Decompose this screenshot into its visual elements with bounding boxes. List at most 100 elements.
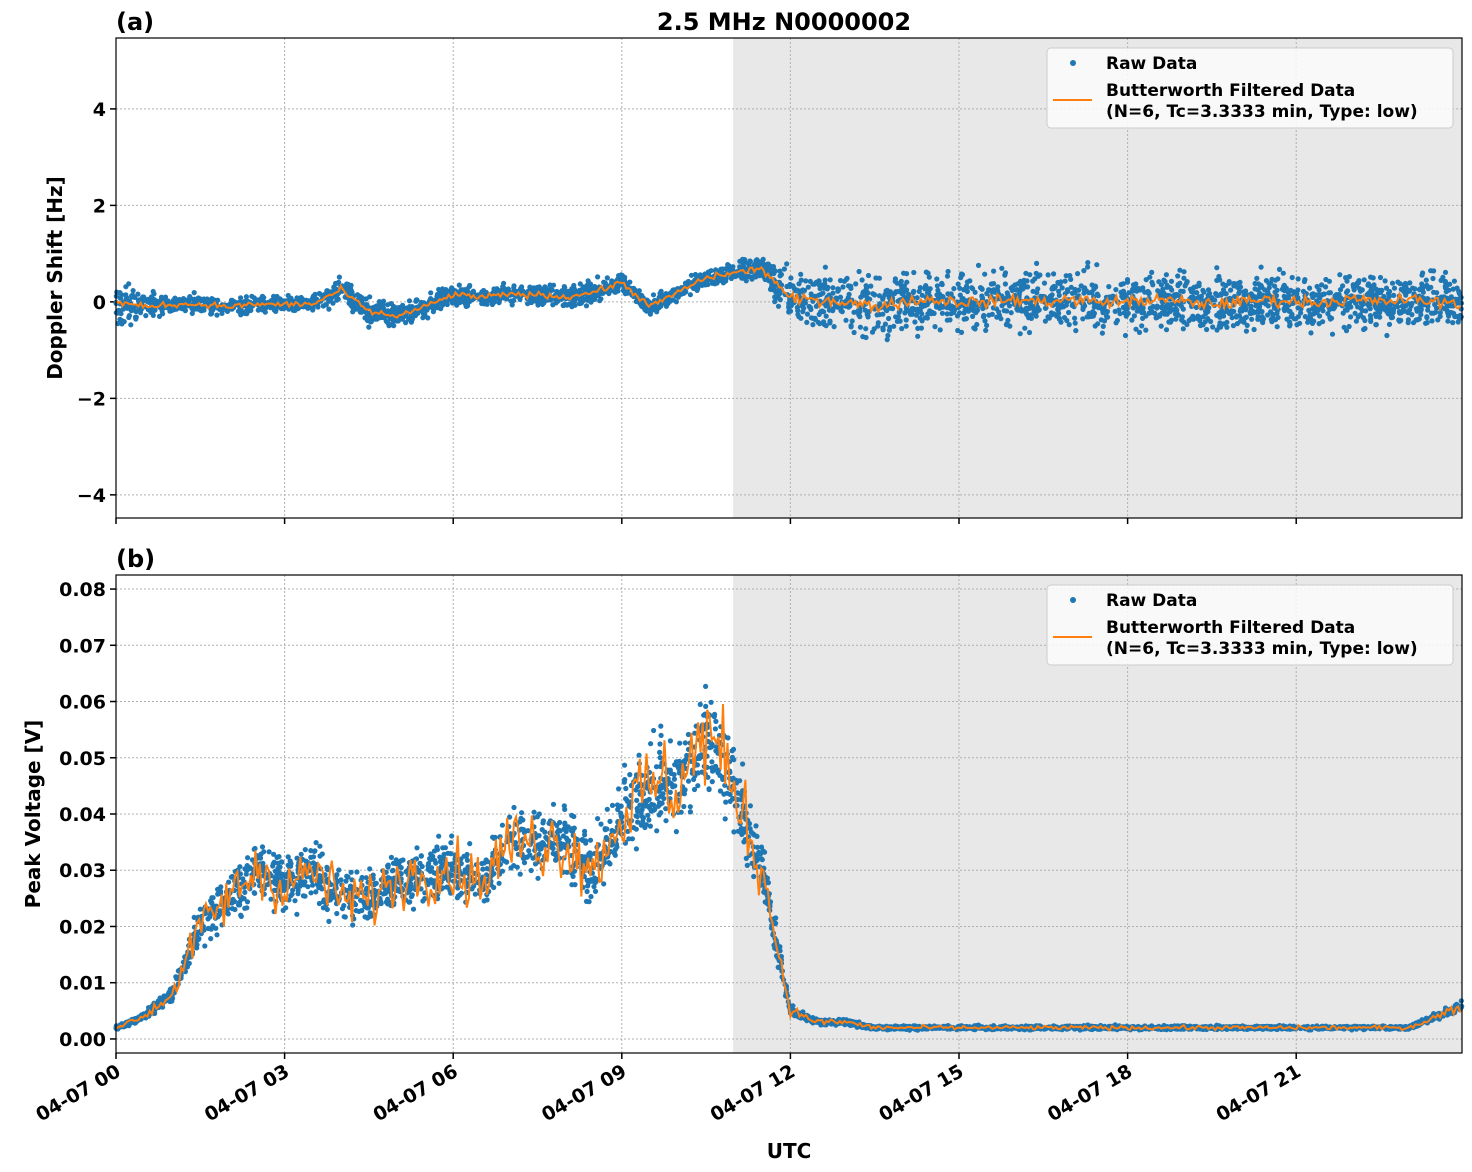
raw-data-point — [1383, 285, 1390, 291]
raw-data-point — [658, 810, 664, 816]
raw-data-point — [1175, 281, 1181, 288]
raw-data-point — [849, 318, 855, 324]
raw-data-point — [1329, 331, 1336, 337]
raw-data-point — [1196, 280, 1202, 286]
raw-data-point — [1441, 294, 1447, 300]
raw-data-point — [1365, 282, 1371, 288]
raw-data-point — [359, 309, 365, 315]
raw-data-point — [1019, 308, 1025, 314]
raw-data-point — [160, 311, 166, 317]
raw-data-point — [1355, 280, 1362, 286]
y-tick-label: −2 — [77, 388, 106, 410]
raw-data-point — [550, 302, 556, 308]
raw-data-point — [117, 308, 123, 314]
raw-data-point — [944, 273, 951, 279]
raw-data-point — [509, 302, 515, 308]
raw-data-point — [235, 308, 242, 314]
raw-data-point — [924, 315, 931, 321]
raw-data-point — [1250, 310, 1256, 316]
raw-data-point — [271, 293, 277, 299]
raw-data-point — [1287, 308, 1293, 315]
raw-data-point — [1056, 315, 1062, 321]
raw-data-point — [697, 272, 703, 278]
raw-data-point — [174, 297, 180, 304]
raw-data-point — [1398, 317, 1404, 323]
raw-data-point — [501, 287, 507, 293]
raw-data-point — [1149, 269, 1155, 275]
raw-data-point — [935, 287, 941, 293]
raw-data-point — [359, 297, 365, 303]
raw-data-point — [919, 318, 925, 324]
raw-data-point — [1188, 289, 1195, 295]
raw-data-point — [1134, 308, 1140, 314]
raw-data-point — [1320, 291, 1326, 297]
raw-data-point — [1320, 308, 1326, 314]
raw-data-point — [1402, 308, 1408, 314]
raw-data-point — [898, 278, 904, 284]
raw-data-point — [848, 324, 854, 330]
raw-data-point — [1220, 287, 1227, 293]
raw-data-point — [336, 274, 342, 280]
raw-data-point — [1289, 274, 1295, 281]
y-tick-label: −4 — [77, 485, 106, 507]
raw-data-point — [560, 302, 566, 308]
raw-data-point — [798, 277, 804, 283]
raw-data-point — [627, 772, 633, 778]
raw-data-point — [271, 851, 277, 857]
y-tick-label: 0.05 — [59, 748, 106, 770]
raw-data-point — [955, 281, 961, 287]
raw-data-point — [1130, 288, 1136, 294]
raw-data-point — [925, 270, 931, 276]
raw-data-point — [781, 266, 788, 272]
raw-data-point — [944, 311, 950, 317]
raw-data-point — [385, 302, 391, 308]
raw-data-point — [1308, 330, 1314, 336]
raw-data-point — [1080, 316, 1086, 322]
raw-data-point — [501, 280, 507, 286]
raw-data-point — [1095, 321, 1101, 327]
raw-data-point — [1210, 324, 1216, 330]
raw-data-point — [1373, 322, 1379, 328]
raw-data-point — [891, 323, 897, 329]
raw-data-point — [687, 809, 694, 815]
raw-data-point — [1205, 287, 1212, 293]
raw-data-point — [1119, 293, 1125, 299]
raw-data-point — [716, 275, 722, 281]
raw-data-point — [1451, 278, 1457, 284]
raw-data-point — [323, 302, 329, 308]
raw-data-point — [1255, 307, 1261, 313]
raw-data-point — [963, 316, 970, 322]
raw-data-point — [143, 313, 149, 319]
raw-data-point — [1129, 317, 1135, 323]
raw-data-point — [1099, 307, 1105, 313]
y-tick-label: 0.00 — [59, 1029, 106, 1051]
raw-data-point — [124, 295, 130, 301]
raw-data-point — [914, 295, 920, 301]
raw-data-point — [528, 299, 534, 306]
raw-data-point — [1183, 280, 1190, 286]
raw-data-point — [991, 281, 997, 287]
raw-data-point — [430, 305, 436, 311]
raw-data-point — [202, 298, 208, 304]
raw-data-point — [1094, 291, 1100, 297]
raw-data-point — [484, 301, 490, 307]
raw-data-point — [1081, 268, 1087, 274]
raw-data-point — [914, 306, 921, 312]
raw-data-point — [815, 319, 821, 325]
raw-data-point — [788, 275, 794, 281]
raw-data-point — [1086, 310, 1092, 316]
raw-data-point — [455, 300, 461, 306]
raw-data-point — [996, 309, 1002, 315]
raw-data-point — [587, 286, 594, 292]
raw-data-point — [1224, 324, 1230, 330]
ylabel-b: Peak Voltage [V] — [21, 720, 45, 909]
raw-data-point — [821, 321, 828, 328]
raw-data-point — [1010, 284, 1016, 290]
raw-data-point — [895, 288, 901, 295]
raw-data-point — [882, 321, 889, 327]
raw-data-point — [1022, 325, 1028, 331]
raw-data-point — [348, 869, 354, 875]
raw-data-point — [927, 286, 933, 292]
raw-data-point — [1337, 296, 1343, 302]
